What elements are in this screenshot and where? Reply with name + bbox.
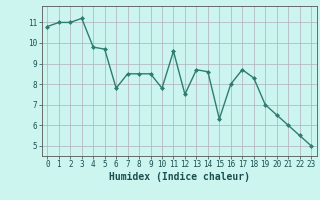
X-axis label: Humidex (Indice chaleur): Humidex (Indice chaleur) (109, 172, 250, 182)
